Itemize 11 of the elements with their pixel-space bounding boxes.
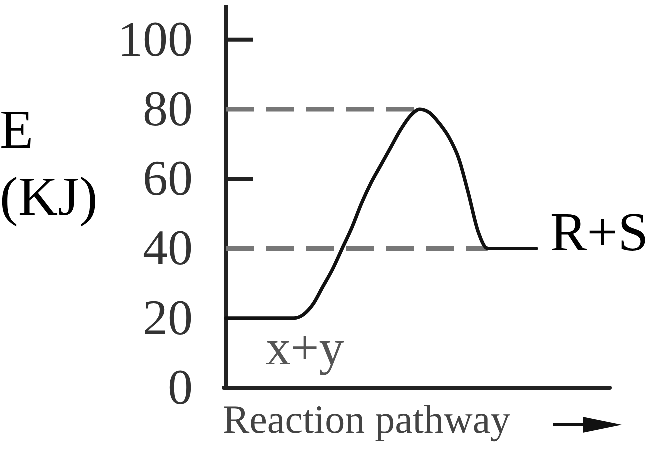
y-tick-label: 60 [143,150,193,206]
y-tick-label: 0 [168,359,193,415]
x-axis-title: Reaction pathway [223,397,511,442]
y-tick-label: 40 [143,220,193,276]
line-series [224,108,538,320]
y-tick-label: 80 [143,80,193,136]
y-tick-label: 20 [143,289,193,346]
text: R+S [550,202,649,263]
annotation: x+y [266,319,344,376]
y-tick-label: 100 [118,10,193,67]
y-axis-title: E (KJ) [0,99,98,227]
